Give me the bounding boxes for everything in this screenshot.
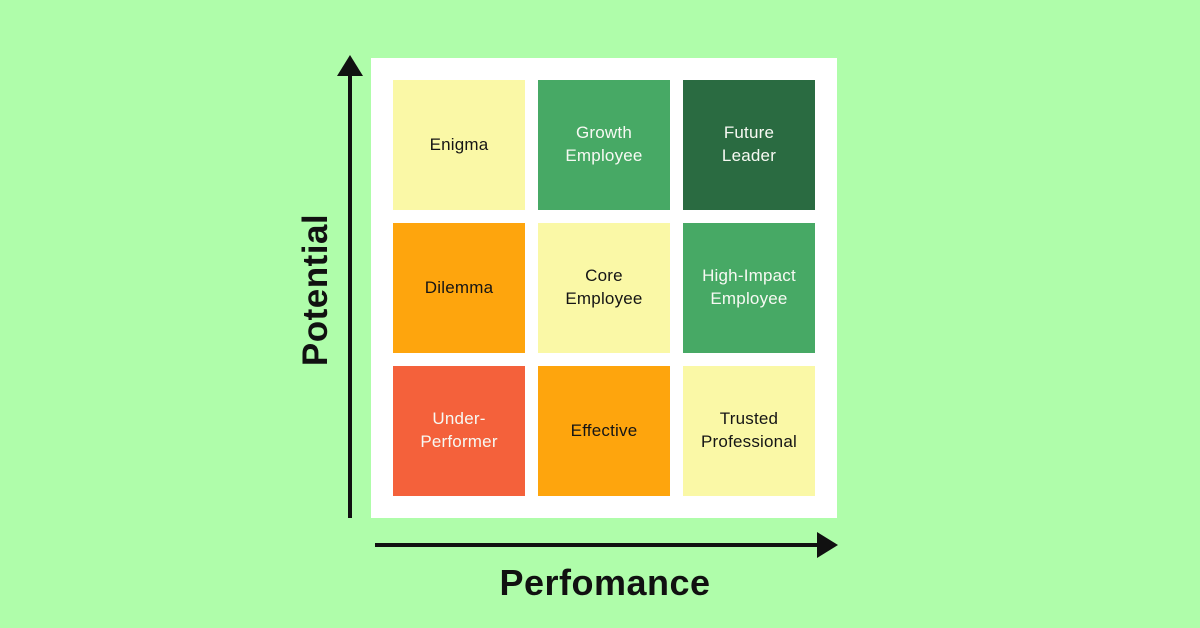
matrix-cell-label: Dilemma — [424, 277, 494, 297]
matrix-cell-trusted-professional: Trusted Professional — [683, 366, 815, 496]
matrix-cell-under-performer: Under- Performer — [393, 366, 525, 496]
matrix-cell-label: Growth Employee — [565, 123, 643, 165]
matrix-panel: Enigma Growth Employee Future Leader Dil… — [371, 58, 837, 518]
matrix-cell-label: Core Employee — [565, 266, 643, 308]
matrix-cell-growth-employee: Growth Employee — [538, 80, 670, 210]
matrix-cell-effective: Effective — [538, 366, 670, 496]
matrix-cell-enigma: Enigma — [393, 80, 525, 210]
matrix-cell-high-impact-employee: High-Impact Employee — [683, 223, 815, 353]
matrix-cell-label: Trusted Professional — [701, 409, 797, 451]
matrix-cell-core-employee: Core Employee — [538, 223, 670, 353]
x-axis-label: Perfomance — [499, 562, 711, 603]
y-axis-line — [348, 72, 352, 518]
matrix-cell-label: Future Leader — [721, 123, 777, 165]
matrix-cell-label: Effective — [570, 420, 638, 440]
x-axis-arrowhead-icon — [817, 532, 838, 558]
matrix-cell-dilemma: Dilemma — [393, 223, 525, 353]
matrix-cell-future-leader: Future Leader — [683, 80, 815, 210]
matrix-cell-label: High-Impact Employee — [702, 266, 796, 308]
y-axis-label: Potential — [296, 213, 335, 367]
matrix-cell-label: Enigma — [429, 134, 489, 154]
matrix-cell-label: Under- Performer — [420, 409, 498, 451]
x-axis-line — [375, 543, 821, 547]
